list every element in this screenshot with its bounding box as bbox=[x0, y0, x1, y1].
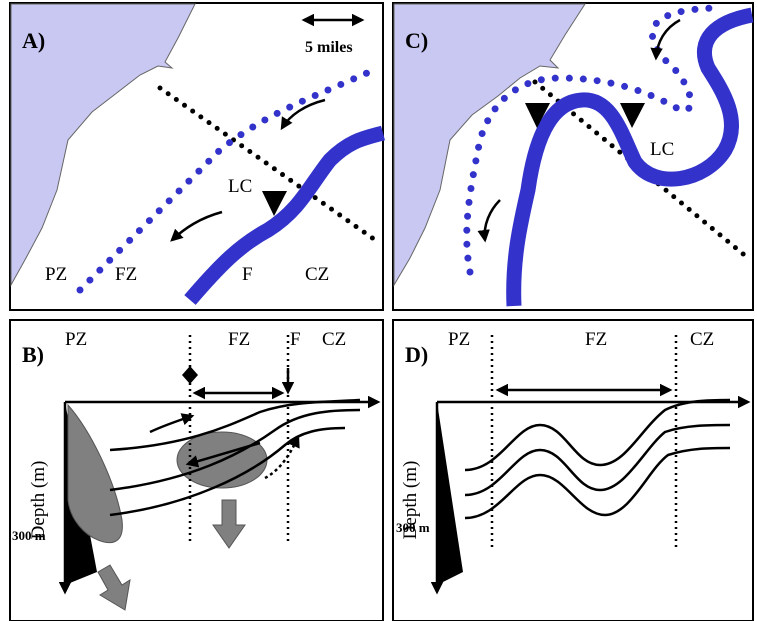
panel-c: C) LC bbox=[393, 3, 753, 310]
label: LC bbox=[228, 176, 252, 197]
label: FZ bbox=[585, 329, 607, 350]
label: LC bbox=[650, 139, 674, 160]
label: F bbox=[290, 329, 301, 350]
panel-label: B) bbox=[22, 342, 44, 367]
label: PZ bbox=[65, 329, 87, 350]
label: FZ bbox=[115, 264, 137, 285]
panel-label: A) bbox=[22, 28, 45, 53]
panel-a: A) 5 miles LC PZ FZ F CZ bbox=[10, 3, 383, 310]
depth-label: 300 m bbox=[12, 528, 46, 543]
label: CZ bbox=[322, 329, 346, 350]
label: PZ bbox=[448, 329, 470, 350]
panel-b: B) PZ FZ F CZ Depth (m) 300 m bbox=[10, 320, 383, 621]
figure: A) 5 miles LC PZ FZ F CZ C) LC B) PZ FZ … bbox=[0, 0, 757, 621]
depth-label: 300 m bbox=[396, 520, 430, 535]
panel-label: C) bbox=[405, 28, 428, 53]
panel-d: D) PZ FZ CZ Depth (m) 300 m bbox=[393, 320, 753, 621]
label: CZ bbox=[305, 264, 329, 285]
label: PZ bbox=[45, 264, 67, 285]
scale: 5 miles bbox=[305, 39, 353, 56]
label: CZ bbox=[690, 329, 714, 350]
label: F bbox=[242, 264, 253, 285]
label: FZ bbox=[228, 329, 250, 350]
panel-label: D) bbox=[405, 342, 428, 367]
